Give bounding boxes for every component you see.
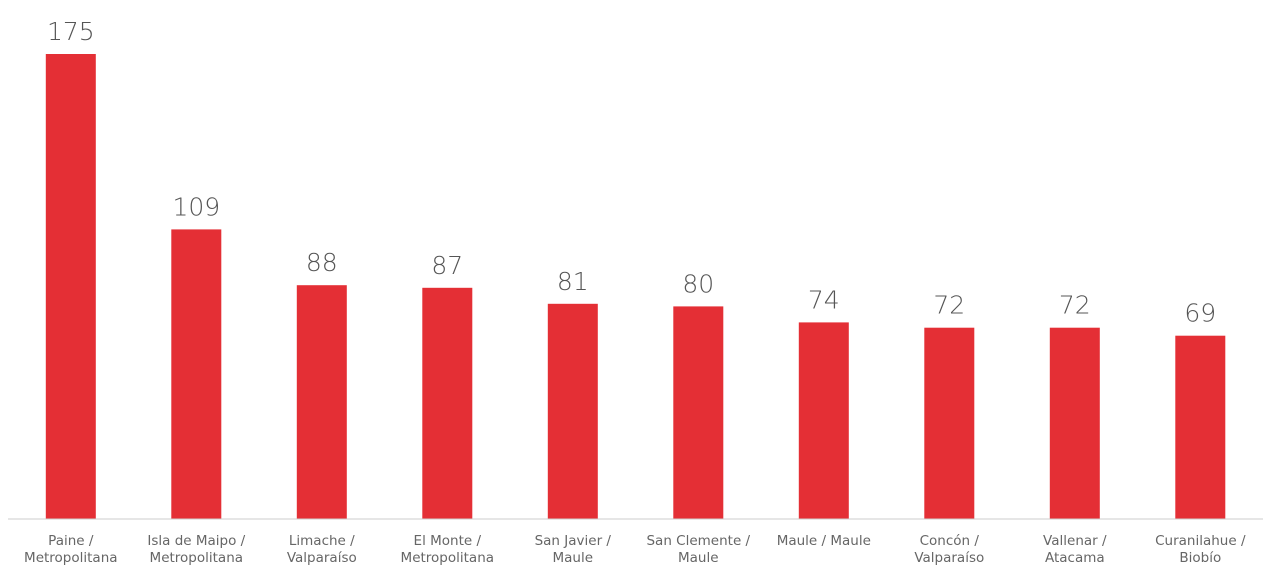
value-labels-group: 175 109 88 87 81 80 74 72 72 69 — [47, 17, 1216, 328]
x-tick-label-line: Metropolitana — [150, 550, 244, 566]
bar-4 — [547, 303, 598, 519]
x-tick-label-6: Maule / Maule — [777, 533, 871, 549]
bar-1 — [171, 229, 222, 519]
bar-5 — [673, 306, 724, 519]
x-tick-label-line: Curanilahue / — [1155, 533, 1246, 549]
x-tick-label-line: Metropolitana — [24, 550, 118, 566]
x-tick-label-line: Valparaíso — [287, 550, 357, 566]
value-label-7: 72 — [933, 291, 965, 320]
x-tick-label-9: Curanilahue / Biobío — [1155, 533, 1246, 566]
x-tick-label-line: Maule / Maule — [777, 533, 871, 549]
x-tick-label-line: San Javier / — [535, 533, 612, 549]
x-tick-label-line: Atacama — [1045, 550, 1105, 566]
bar-2 — [296, 285, 347, 519]
bars-group — [45, 54, 1226, 519]
value-label-2: 88 — [306, 248, 338, 277]
value-label-4: 81 — [557, 267, 589, 296]
x-tick-label-8: Vallenar / Atacama — [1043, 533, 1107, 566]
value-label-8: 72 — [1059, 291, 1091, 320]
value-label-3: 87 — [431, 251, 463, 280]
x-tick-label-0: Paine / Metropolitana — [24, 533, 118, 566]
x-tick-label-7: Concón / Valparaíso — [914, 533, 984, 566]
value-label-0: 175 — [47, 17, 95, 46]
x-tick-label-3: El Monte / Metropolitana — [401, 533, 495, 566]
x-tick-label-line: El Monte / — [414, 533, 482, 549]
bar-6 — [798, 322, 849, 519]
x-tick-label-line: Maule — [678, 550, 719, 566]
x-tick-label-line: Valparaíso — [914, 550, 984, 566]
x-tick-label-line: Biobío — [1179, 550, 1221, 566]
value-label-6: 74 — [808, 285, 840, 314]
value-label-5: 80 — [682, 269, 714, 298]
x-tick-label-line: Paine / — [48, 533, 94, 549]
value-label-1: 109 — [172, 192, 220, 221]
bar-7 — [924, 327, 975, 519]
bar-8 — [1049, 327, 1100, 519]
x-tick-label-line: Limache / — [289, 533, 355, 549]
x-tick-label-1: Isla de Maipo / Metropolitana — [147, 533, 245, 566]
x-tick-label-line: Maule — [553, 550, 594, 566]
x-tick-label-line: San Clemente / — [646, 533, 750, 549]
value-label-9: 69 — [1184, 299, 1216, 328]
x-tick-label-line: Isla de Maipo / — [147, 533, 245, 549]
x-tick-label-line: Metropolitana — [401, 550, 495, 566]
x-tick-label-4: San Javier / Maule — [535, 533, 612, 566]
x-tick-label-line: Concón / — [920, 533, 980, 549]
x-tick-label-5: San Clemente / Maule — [646, 533, 750, 566]
bar-3 — [422, 287, 473, 519]
bar-0 — [45, 54, 96, 519]
x-tick-label-2: Limache / Valparaíso — [287, 533, 357, 566]
x-tick-label-line: Vallenar / — [1043, 533, 1107, 549]
bar-9 — [1175, 335, 1226, 519]
